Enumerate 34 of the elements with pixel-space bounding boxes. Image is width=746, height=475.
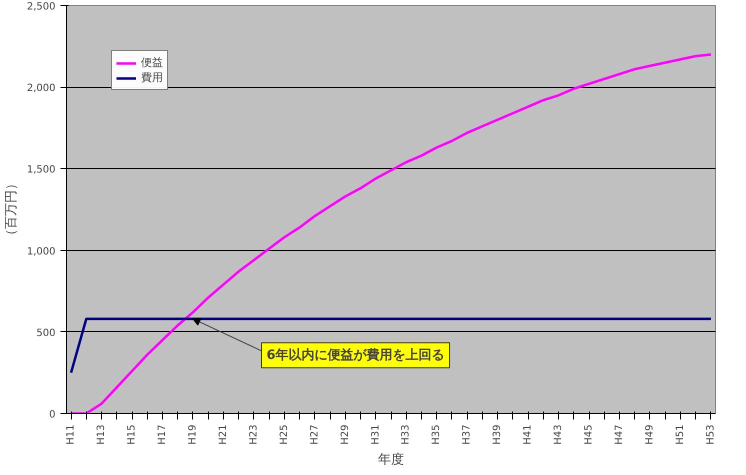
x-tick-label: H37 bbox=[462, 424, 473, 445]
x-tick-label: H45 bbox=[584, 424, 595, 445]
y-tick-label: 2,500 bbox=[26, 2, 56, 12]
x-tick-label: H19 bbox=[187, 424, 198, 445]
x-tick-label: H11 bbox=[66, 424, 77, 445]
x-tick-label: H15 bbox=[126, 424, 138, 445]
y-tick-label: 1,500 bbox=[26, 164, 56, 176]
x-tick-label: H31 bbox=[370, 424, 382, 445]
x-tick-label: H21 bbox=[218, 424, 229, 445]
y-axis-title: （百万円） bbox=[4, 177, 19, 242]
x-tick-label: H33 bbox=[400, 424, 412, 445]
y-tick-label: 1,000 bbox=[26, 246, 56, 258]
x-tick-label: H51 bbox=[674, 424, 686, 445]
legend-label: 便益 bbox=[141, 55, 163, 70]
y-tick-label: 500 bbox=[36, 328, 56, 339]
x-tick-label: H47 bbox=[614, 424, 626, 445]
y-tick-label: 0 bbox=[49, 410, 56, 420]
line-series bbox=[70, 53, 712, 414]
x-tick-label: H27 bbox=[309, 424, 320, 445]
x-tick-label: H17 bbox=[156, 424, 168, 445]
annotation: 6年以内に便益が費用を上回る bbox=[266, 348, 445, 363]
x-tick-label: H23 bbox=[248, 424, 260, 445]
x-tick-label: H13 bbox=[96, 424, 108, 445]
x-tick-label: H25 bbox=[278, 424, 290, 445]
x-tick-label: H43 bbox=[553, 424, 564, 445]
legend-label: 費用 bbox=[141, 70, 163, 85]
x-tick-label: H35 bbox=[431, 424, 442, 445]
x-tick-label: H39 bbox=[492, 424, 504, 445]
x-tick-label: H29 bbox=[340, 424, 351, 445]
x-tick-label: H53 bbox=[705, 424, 716, 445]
x-axis-title: 年度 bbox=[378, 452, 404, 468]
x-tick-label: H49 bbox=[644, 424, 656, 445]
x-tick-label: H41 bbox=[522, 424, 534, 445]
y-tick-label: 2,000 bbox=[26, 83, 56, 94]
